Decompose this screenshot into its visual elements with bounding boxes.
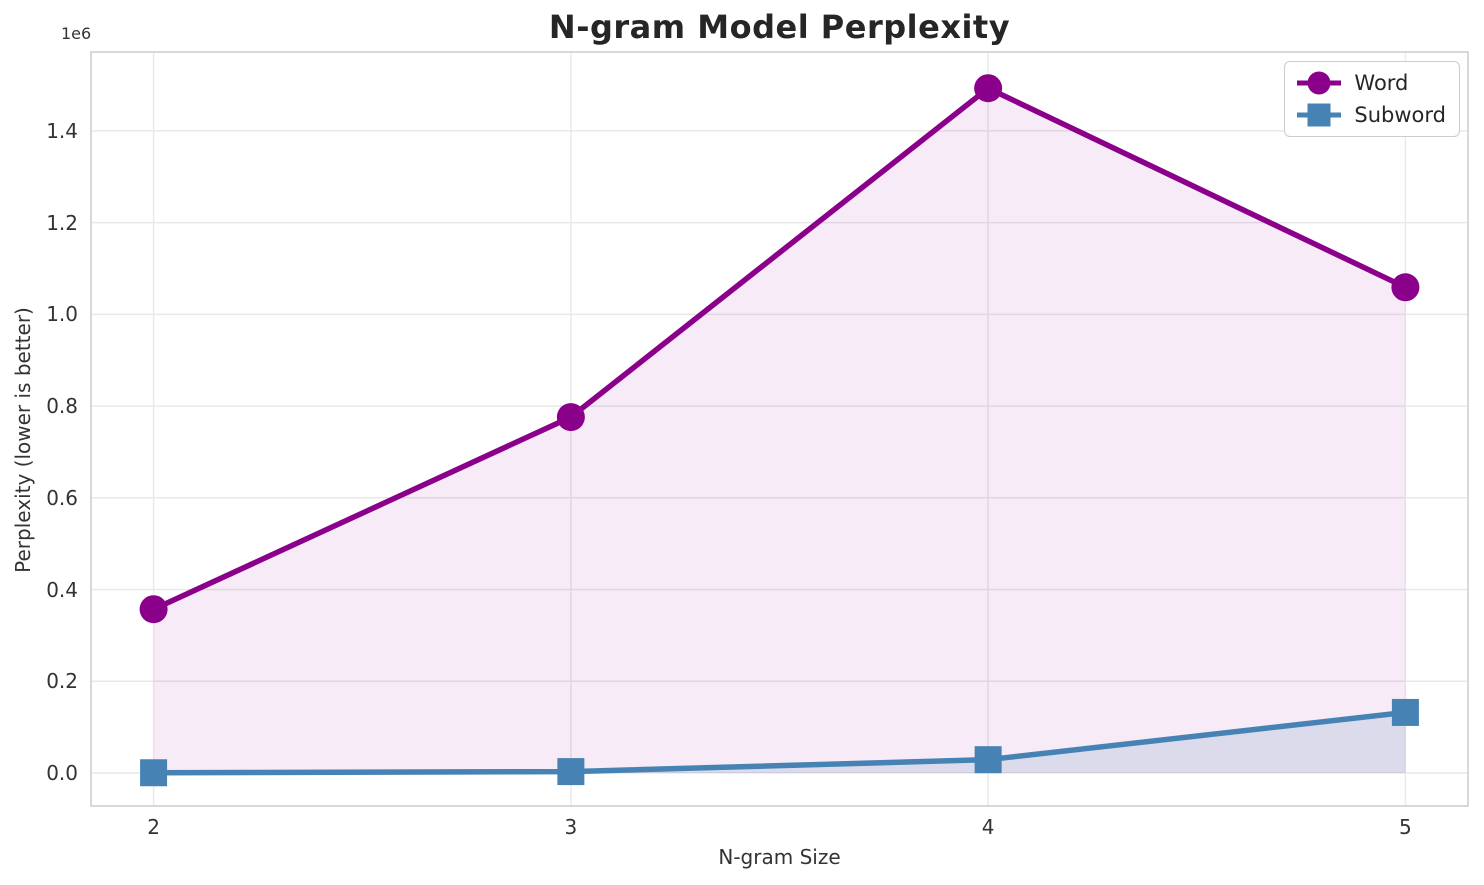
y-tick-label: 0.4 bbox=[46, 577, 78, 602]
subword-fill-area bbox=[153, 712, 1406, 773]
word-legend-marker-icon bbox=[1297, 71, 1342, 95]
word-marker bbox=[1391, 273, 1420, 302]
y-tick-label: 1.4 bbox=[46, 118, 78, 143]
legend-label: Word bbox=[1354, 71, 1409, 95]
x-axis-label: N-gram Size bbox=[718, 845, 841, 869]
subword-legend-marker-icon bbox=[1297, 103, 1342, 127]
x-tick-label: 2 bbox=[147, 815, 160, 839]
word-marker bbox=[139, 595, 168, 624]
y-tick-label: 0.8 bbox=[46, 394, 78, 419]
plot-border bbox=[90, 51, 1469, 807]
x-tick-label: 5 bbox=[1399, 815, 1412, 839]
y-axis-label: Perplexity (lower is better) bbox=[11, 307, 35, 573]
legend-label: Subword bbox=[1354, 103, 1446, 127]
legend-item-subword: Subword bbox=[1295, 100, 1446, 130]
subword-marker bbox=[1391, 698, 1419, 726]
subword-marker bbox=[974, 746, 1002, 774]
y-tick-label: 1.2 bbox=[46, 210, 78, 235]
legend: Word Subword bbox=[1284, 61, 1460, 137]
legend-item-word: Word bbox=[1295, 68, 1446, 98]
y-axis-offset-label: 1e6 bbox=[61, 24, 92, 43]
y-tick-label: 1.0 bbox=[46, 302, 78, 327]
x-tick-label: 3 bbox=[564, 815, 578, 839]
word-line bbox=[150, 85, 1409, 612]
subword-marker bbox=[557, 758, 585, 786]
y-tick-label: 0.0 bbox=[46, 760, 78, 785]
x-tick-label: 4 bbox=[981, 815, 995, 839]
subword-marker bbox=[140, 759, 168, 787]
y-tick-label: 0.2 bbox=[46, 669, 78, 694]
word-fill-area bbox=[153, 88, 1406, 773]
word-marker bbox=[974, 74, 1003, 103]
subword-line bbox=[150, 709, 1409, 776]
y-tick-label: 0.6 bbox=[46, 485, 78, 510]
word-marker bbox=[556, 403, 585, 432]
chart-title: N-gram Model Perplexity bbox=[548, 8, 1011, 46]
